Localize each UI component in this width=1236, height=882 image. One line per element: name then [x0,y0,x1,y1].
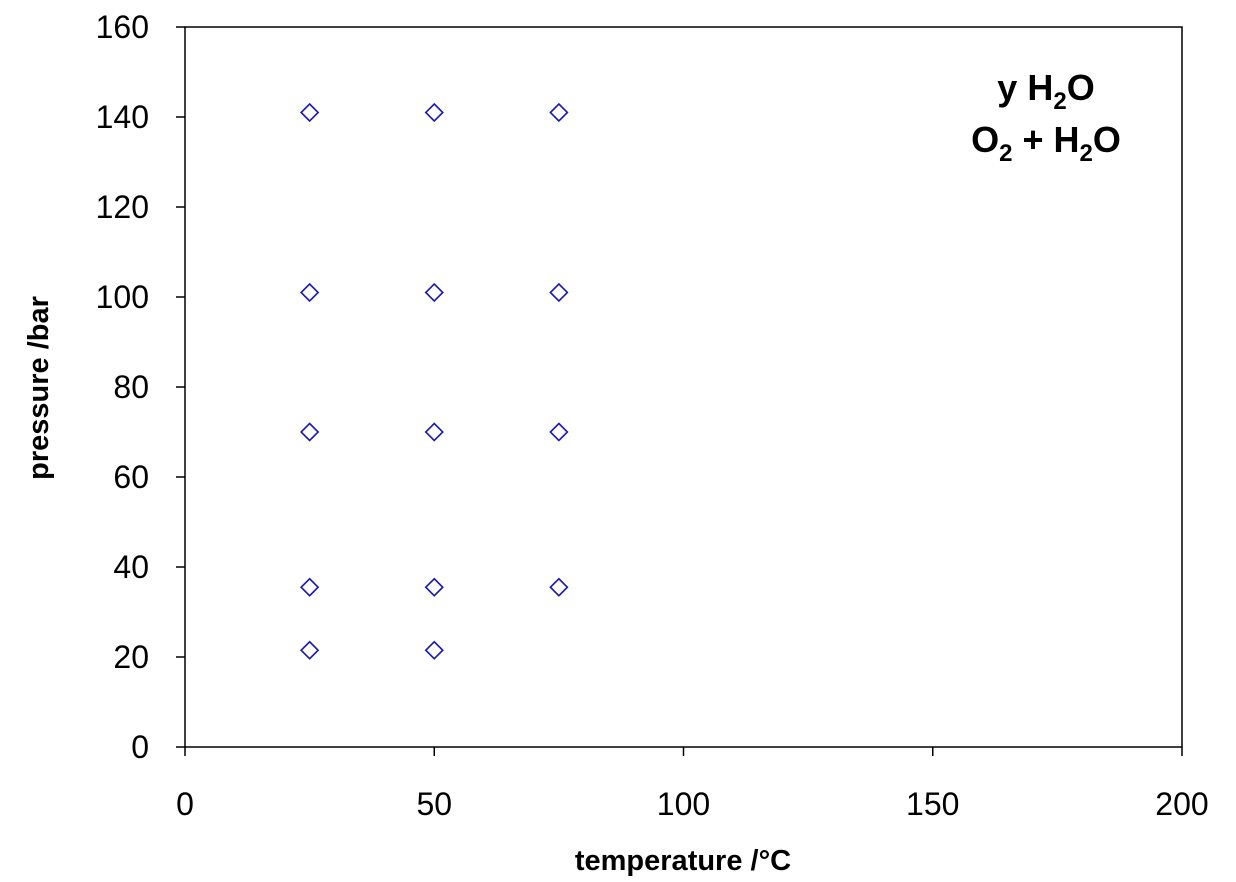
data-point [299,282,320,303]
annotation-1-part-a: y H [997,67,1053,108]
y-tick-label: 0 [131,729,149,765]
data-point [424,577,444,597]
data-point [549,422,569,442]
y-tick-label: 140 [96,99,149,135]
y-tick-label: 40 [113,549,149,585]
annotation-2-part-c: O [1093,119,1121,160]
data-point [299,640,320,660]
y-tick-label: 100 [96,279,149,315]
data-point [299,102,320,123]
x-axis-ticks: 0 50 100 150 200 [176,747,1209,822]
annotation-2-sub-a: 2 [999,140,1012,167]
x-tick-label: 50 [416,786,452,822]
y-tick-label: 80 [113,369,149,405]
data-point [549,102,569,123]
data-point [424,282,444,303]
x-tick-label: 200 [1155,786,1208,822]
annotation-2-part-b: + H [1012,119,1079,160]
annotation-2-part-a: O [971,119,999,160]
x-axis-title: temperature /°C [575,845,791,877]
annotation-2-sub-b: 2 [1080,140,1093,167]
annotation-line-2: O2 + H2O [971,119,1121,167]
data-markers [299,102,569,660]
data-point [549,577,569,597]
data-point [424,640,444,660]
data-point [424,102,444,123]
annotation-line-1: y H2O [997,67,1094,115]
annotation-1-part-b: O [1067,67,1095,108]
data-point [299,422,320,442]
data-point [424,422,444,442]
plot-area [184,26,1183,748]
y-axis-ticks: 0 20 40 60 80 100 120 140 160 [96,9,185,765]
y-tick-label: 20 [113,639,149,675]
x-tick-label: 0 [176,786,194,822]
y-axis-title: pressure /bar [23,296,55,480]
y-tick-label: 160 [96,9,149,45]
data-point [299,577,320,597]
x-tick-label: 150 [906,786,959,822]
y-tick-label: 120 [96,189,149,225]
data-point [549,282,569,303]
y-tick-label: 60 [113,459,149,495]
annotation-1-sub: 2 [1053,88,1066,115]
x-tick-label: 100 [657,786,710,822]
